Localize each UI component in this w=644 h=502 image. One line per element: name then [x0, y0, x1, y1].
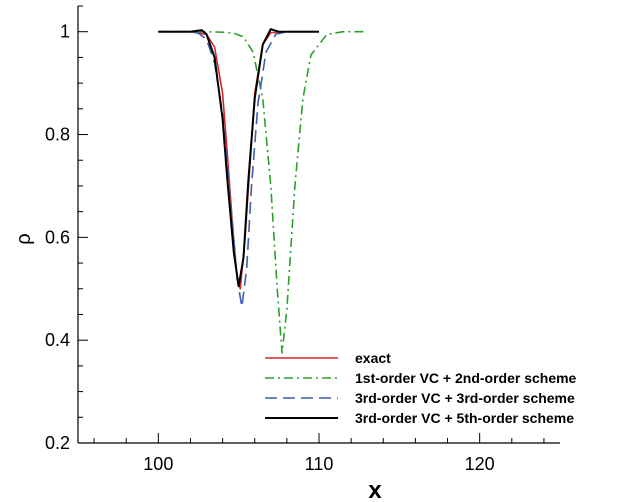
series-line-3 [158, 30, 319, 308]
legend-label-1: exact [355, 350, 391, 366]
x-axis-title: x [368, 477, 382, 502]
legend-label-2: 1st-order VC + 2nd-order scheme [355, 370, 577, 386]
y-tick-label: 0.8 [45, 125, 70, 145]
series-line-1 [158, 30, 319, 290]
legend: exact 1st-order VC + 2nd-order scheme 3rd-… [265, 350, 577, 426]
x-tick-label: 120 [465, 454, 495, 474]
y-tick-label: 1 [60, 22, 70, 42]
series-line-2 [158, 30, 364, 354]
series-line-4 [158, 28, 319, 288]
axes: 100 110 120 0.2 0.4 0.6 0.8 1 [45, 5, 560, 474]
y-axis-title: ρ [13, 233, 35, 244]
x-tick-label: 100 [143, 454, 173, 474]
series-layer [158, 28, 364, 354]
x-tick-label: 110 [305, 454, 334, 474]
legend-label-4: 3rd-order VC + 5th-order scheme [355, 410, 574, 426]
legend-label-3: 3rd-order VC + 3rd-order scheme [355, 390, 575, 406]
y-tick-label: 0.2 [45, 433, 70, 453]
y-tick-label: 0.4 [45, 330, 70, 350]
y-tick-label: 0.6 [45, 227, 70, 247]
